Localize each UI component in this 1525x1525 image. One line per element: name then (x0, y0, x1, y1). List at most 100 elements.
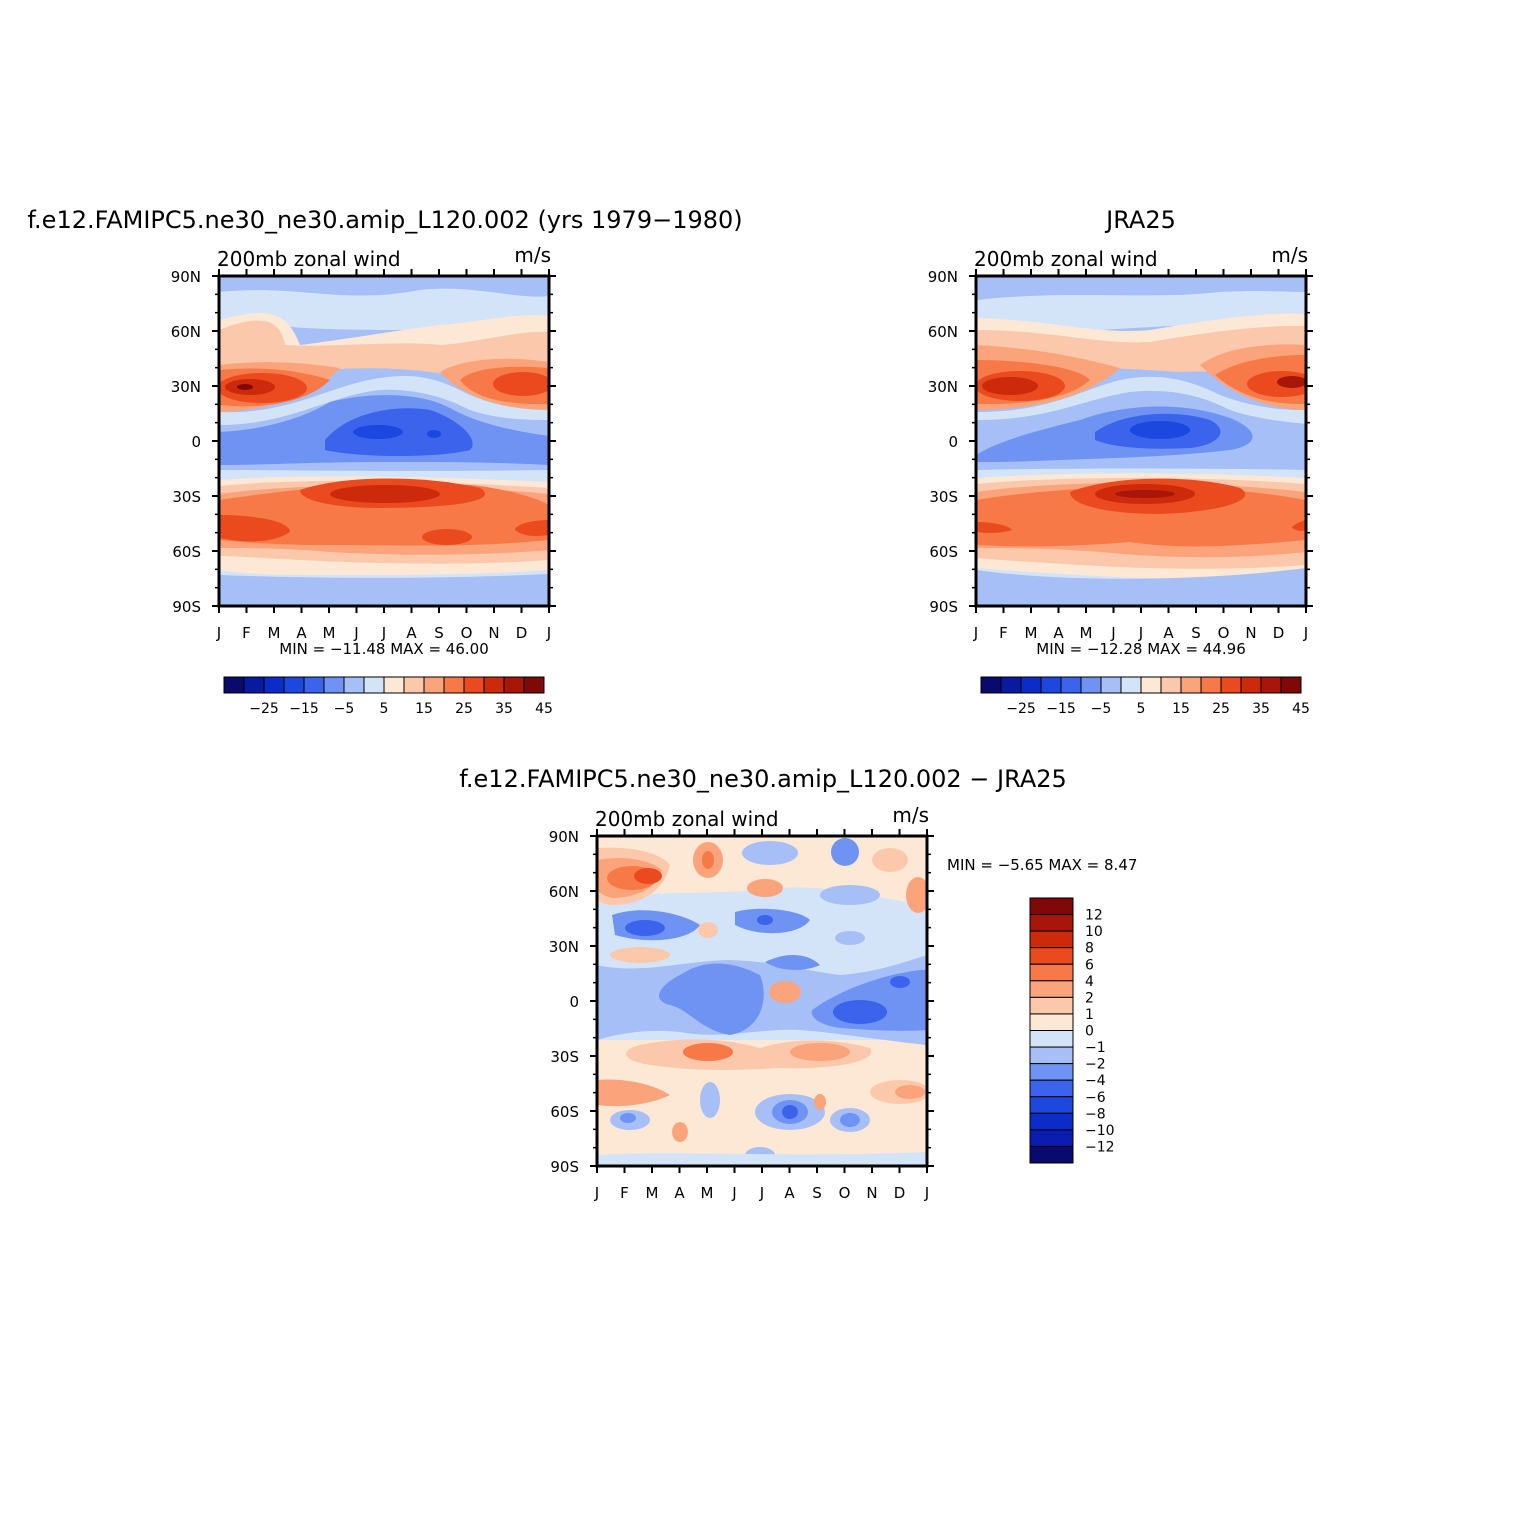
diff-colorbar-swatch (1029, 996, 1074, 1015)
diff-y-tick-label: 90N (549, 828, 579, 846)
diff-y-tick-label: 90S (550, 1158, 579, 1176)
diff-panel: f.e12.FAMIPC5.ne30_ne30.amip_L120.002 − … (459, 765, 1137, 1202)
obs-y-tick-label: 90N (928, 268, 958, 286)
diff-x-tick-label: J (924, 1184, 929, 1202)
model-subtitle: 200mb zonal wind (217, 247, 401, 271)
model-x-tick-label: S (434, 624, 444, 642)
model-colorbar-swatch (223, 676, 245, 694)
diff-colorbar-swatch (1029, 914, 1074, 932)
model-colorbar-swatch (343, 676, 365, 694)
model-y-tick-label: 30S (172, 488, 201, 506)
model-colorbar-label: 35 (495, 701, 513, 717)
obs-colorbar-label: 35 (1252, 701, 1270, 717)
diff-colorbar-label: 0 (1085, 1024, 1094, 1040)
model-colorbar-swatch (283, 676, 305, 694)
diff-colorbar-swatch (1029, 1046, 1074, 1065)
diff-contour-field (597, 836, 927, 1166)
obs-colorbar-label: 5 (1137, 701, 1146, 717)
diff-colorbar-swatch (1029, 1112, 1074, 1131)
model-colorbar-label: 5 (380, 701, 389, 717)
model-x-tick-label: N (488, 624, 499, 642)
diff-x-tick-label: M (701, 1184, 714, 1202)
model-minmax: MIN = −11.48 MAX = 46.00 (279, 640, 489, 658)
obs-y-tick-label: 90S (929, 598, 958, 616)
diff-colorbar-label: −6 (1085, 1090, 1106, 1106)
model-colorbar-swatch (443, 676, 465, 694)
obs-colorbar-swatch (980, 676, 1002, 694)
obs-colorbar-swatch (1020, 676, 1042, 694)
obs-panel: JRA25 (928, 206, 1313, 717)
obs-x-tick-label: M (1025, 624, 1038, 642)
obs-colorbar-swatch (1080, 676, 1102, 694)
obs-colorbar: −25 −15 −5 5 15 25 35 45 (980, 676, 1310, 717)
model-colorbar-swatch (523, 676, 545, 694)
model-colorbar-label: 45 (535, 701, 553, 717)
obs-colorbar-swatch (1040, 676, 1062, 694)
model-x-tick-label: J (546, 624, 551, 642)
obs-colorbar-swatch (1280, 676, 1302, 694)
obs-x-tick-label: J (973, 624, 978, 642)
diff-x-tick-label: J (731, 1184, 736, 1202)
obs-y-tick-label: 60N (928, 323, 958, 341)
obs-colorbar-swatch (1220, 676, 1242, 694)
diff-colorbar-label: −10 (1085, 1123, 1115, 1139)
diff-x-tick-label: M (646, 1184, 659, 1202)
diff-colorbar-swatch (1029, 947, 1074, 965)
obs-contour-field (976, 276, 1306, 606)
model-units: m/s (514, 243, 551, 267)
obs-subtitle: 200mb zonal wind (974, 247, 1158, 271)
obs-x-tick-label: J (1303, 624, 1308, 642)
model-panel: f.e12.FAMIPC5.ne30_ne30.amip_L120.002 (y… (27, 206, 742, 717)
diff-minmax: MIN = −5.65 MAX = 8.47 (947, 856, 1137, 874)
diff-colorbar-swatch (1029, 1030, 1074, 1048)
diff-y-tick-label: 0 (569, 993, 579, 1011)
diff-x-tick-label: F (620, 1184, 629, 1202)
obs-colorbar-label: 45 (1292, 701, 1310, 717)
model-colorbar-swatch (323, 676, 345, 694)
model-colorbar-swatch (463, 676, 485, 694)
obs-colorbar-label: −15 (1046, 701, 1076, 717)
model-colorbar-label: 25 (455, 701, 473, 717)
obs-y-tick-label: 30S (929, 488, 958, 506)
model-x-tick-label: A (406, 624, 417, 642)
diff-x-tick-label: A (784, 1184, 795, 1202)
diff-x-tick-label: S (812, 1184, 822, 1202)
diff-x-tick-label: A (674, 1184, 685, 1202)
obs-x-tick-label: M (1080, 624, 1093, 642)
model-colorbar-swatch (423, 676, 445, 694)
diff-colorbar-label: 6 (1085, 957, 1094, 973)
obs-y-tick-label: 0 (948, 433, 958, 451)
diff-y-tick-label: 60N (549, 883, 579, 901)
model-colorbar-swatch (243, 676, 265, 694)
obs-colorbar-swatch (1240, 676, 1262, 694)
model-y-tick-label: 90N (171, 268, 201, 286)
obs-title: JRA25 (1104, 206, 1176, 234)
model-y-tick-label: 90S (172, 598, 201, 616)
diff-colorbar-swatch (1029, 1145, 1074, 1164)
obs-colorbar-swatch (1060, 676, 1082, 694)
model-x-tick-label: J (353, 624, 358, 642)
obs-colorbar-label: −5 (1091, 701, 1112, 717)
diff-colorbar-label: −12 (1085, 1139, 1115, 1155)
model-x-tick-label: A (296, 624, 307, 642)
obs-units: m/s (1271, 243, 1308, 267)
diff-colorbar-swatch (1029, 1063, 1074, 1081)
diff-colorbar-swatch (1029, 930, 1074, 949)
obs-colorbar-swatch (1100, 676, 1122, 694)
diff-colorbar-label: −1 (1085, 1040, 1106, 1056)
model-x-tick-label: J (216, 624, 221, 642)
model-y-tick-label: 60S (172, 543, 201, 561)
model-colorbar: −25 −15 −5 5 15 25 35 45 (223, 676, 553, 717)
obs-x-tick-label: O (1218, 624, 1230, 642)
model-x-tick-label: O (461, 624, 473, 642)
diff-x-tick-label: D (894, 1184, 906, 1202)
model-colorbar-label: −15 (289, 701, 319, 717)
model-colorbar-label: −5 (334, 701, 355, 717)
diff-x-tick-label: O (839, 1184, 851, 1202)
model-y-tick-label: 30N (171, 378, 201, 396)
obs-x-tick-label: F (999, 624, 1008, 642)
obs-x-tick-label: A (1163, 624, 1174, 642)
obs-colorbar-label: −25 (1006, 701, 1036, 717)
